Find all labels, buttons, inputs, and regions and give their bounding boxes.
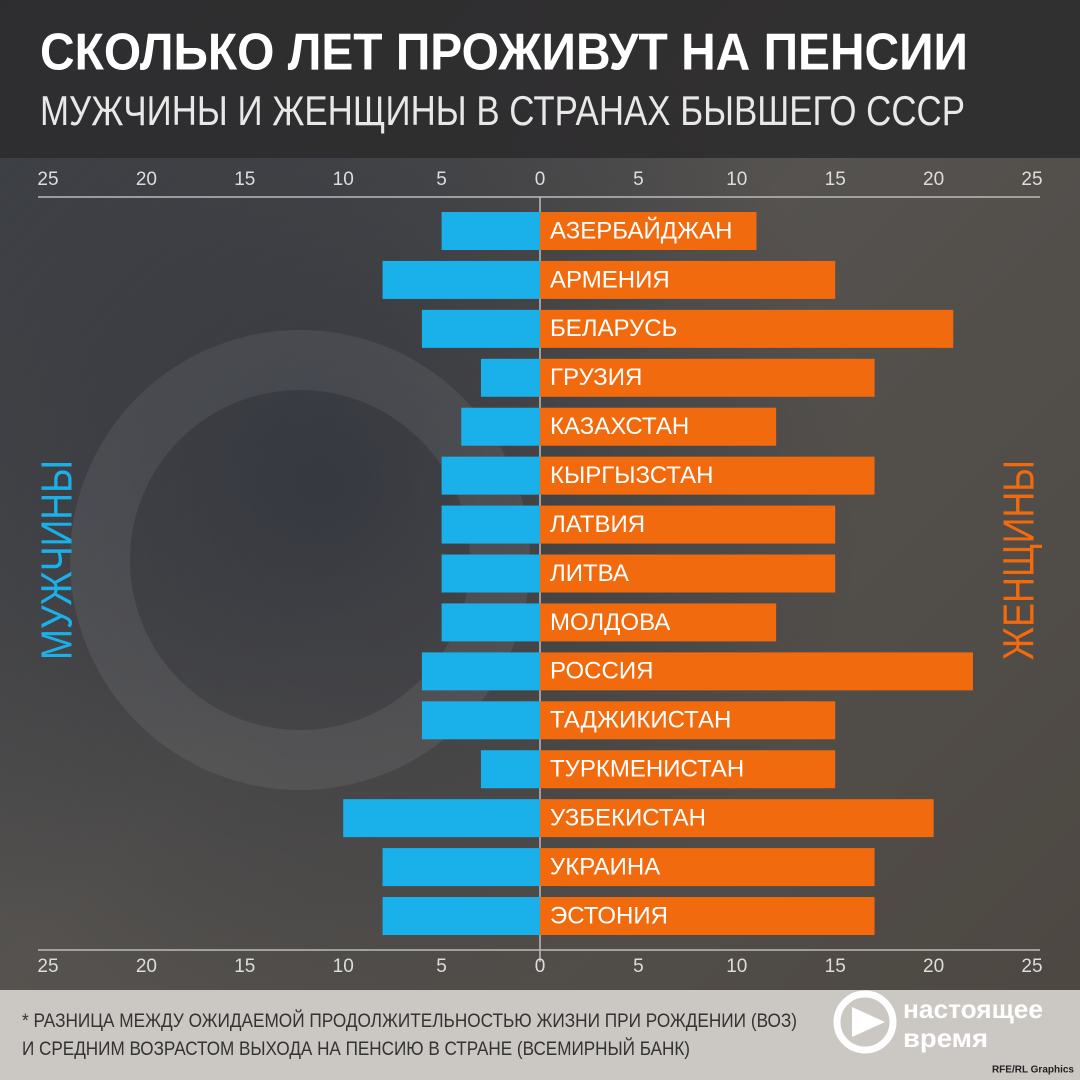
x-tick-label: 25 xyxy=(37,169,58,190)
legend-label: МУЖЧИНЫ xyxy=(33,460,82,660)
x-tick-label: 20 xyxy=(923,169,944,190)
bar xyxy=(480,358,540,397)
bar xyxy=(441,505,540,544)
bar xyxy=(540,799,934,838)
category-label: МОЛДОВА xyxy=(550,609,670,636)
x-tick-label: 20 xyxy=(923,956,944,977)
category-label: ЛИТВА xyxy=(550,560,629,587)
bar xyxy=(480,750,540,789)
bar xyxy=(540,848,875,887)
bar xyxy=(540,505,836,544)
x-tick-label: 10 xyxy=(333,956,354,977)
x-tick-label: 0 xyxy=(535,169,546,190)
bar xyxy=(540,750,836,789)
header-band xyxy=(0,0,1080,158)
category-label: ЭСТОНИЯ xyxy=(550,902,668,929)
bar xyxy=(540,407,777,446)
x-tick-label: 10 xyxy=(726,956,747,977)
category-label: АЗЕРБАЙДЖАН xyxy=(550,216,732,244)
category-label: УЗБЕКИСТАН xyxy=(550,805,706,832)
bar xyxy=(540,456,875,495)
x-tick-label: 20 xyxy=(136,169,157,190)
bar xyxy=(441,212,540,250)
x-tick-label: 5 xyxy=(436,169,447,190)
bar xyxy=(540,358,875,397)
x-tick-label: 15 xyxy=(825,169,846,190)
bar xyxy=(421,652,540,691)
footnote: И СРЕДНИМ ВОЗРАСТОМ ВЫХОДА НА ПЕНСИЮ В С… xyxy=(22,1038,690,1060)
x-tick-label: 15 xyxy=(825,956,846,977)
x-tick-label: 5 xyxy=(436,956,447,977)
bar xyxy=(441,456,540,495)
x-tick-label: 15 xyxy=(234,956,255,977)
bar xyxy=(441,603,540,642)
bar xyxy=(382,897,540,936)
legend-label: ЖЕНЩИНЫ xyxy=(995,460,1044,660)
category-label: КАЗАХСТАН xyxy=(550,413,689,440)
category-label: ТУРКМЕНИСТАН xyxy=(550,756,744,783)
bar xyxy=(540,260,836,299)
category-label: ТАДЖИКИСТАН xyxy=(550,707,731,734)
category-label: АРМЕНИЯ xyxy=(550,266,670,293)
bar xyxy=(441,554,540,593)
x-tick-label: 25 xyxy=(1021,956,1042,977)
x-tick-label: 5 xyxy=(633,169,644,190)
x-tick-label: 25 xyxy=(1021,169,1042,190)
chart-subtitle: МУЖЧИНЫ И ЖЕНЩИНЫ В СТРАНАХ БЫВШЕГО СССР xyxy=(40,87,965,134)
category-label: УКРАИНА xyxy=(550,853,660,880)
x-tick-label: 0 xyxy=(535,956,546,977)
chart-title: СКОЛЬКО ЛЕТ ПРОЖИВУТ НА ПЕНСИИ xyxy=(40,24,968,82)
category-label: БЕЛАРУСЬ xyxy=(550,315,677,342)
x-tick-label: 5 xyxy=(633,956,644,977)
x-tick-label: 10 xyxy=(333,169,354,190)
bar xyxy=(461,407,540,446)
bar xyxy=(540,897,875,936)
bar xyxy=(540,652,973,691)
category-label: ЛАТВИЯ xyxy=(550,511,645,538)
x-tick-label: 25 xyxy=(37,956,58,977)
bar xyxy=(343,799,540,838)
bar xyxy=(540,701,836,740)
bar xyxy=(540,212,757,250)
category-label: РОССИЯ xyxy=(550,658,653,685)
x-tick-label: 10 xyxy=(726,169,747,190)
logo-text: настоящее xyxy=(903,994,1043,1024)
bar xyxy=(540,603,777,642)
category-label: ГРУЗИЯ xyxy=(550,364,642,391)
logo-icon xyxy=(833,990,897,1054)
bar xyxy=(382,260,540,299)
bar xyxy=(540,554,836,593)
x-tick-label: 20 xyxy=(136,956,157,977)
bar xyxy=(382,848,540,887)
x-tick-label: 15 xyxy=(234,169,255,190)
bar xyxy=(421,309,540,348)
category-label: КЫРГЫЗСТАН xyxy=(550,462,713,489)
source: RFE/RL Graphics xyxy=(992,1065,1074,1076)
bar xyxy=(540,309,954,348)
bar xyxy=(421,701,540,740)
footer-band xyxy=(0,990,1080,1080)
logo-text: время xyxy=(903,1023,988,1053)
footnote: * РАЗНИЦА МЕЖДУ ОЖИДАЕМОЙ ПРОДОЛЖИТЕЛЬНО… xyxy=(22,1010,797,1032)
logo-icon xyxy=(852,1007,885,1037)
